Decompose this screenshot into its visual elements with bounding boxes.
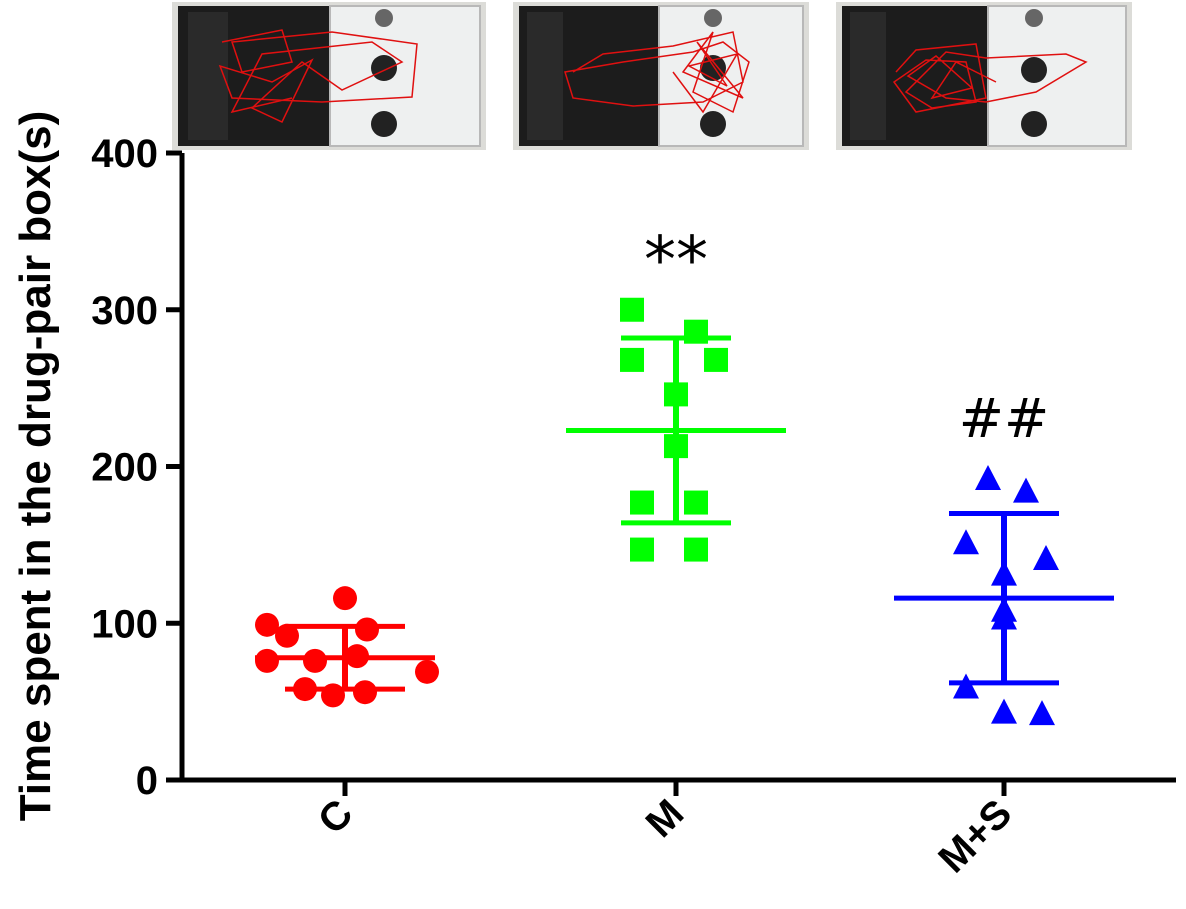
data-point: [664, 382, 688, 407]
y-tick-label: 400: [91, 132, 158, 176]
y-tick-label: 200: [91, 446, 158, 490]
group-mpluss: ##: [894, 387, 1114, 726]
data-point: [991, 604, 1017, 630]
data-point: [684, 537, 708, 562]
data-point: [255, 612, 279, 637]
data-point: [664, 434, 688, 459]
data-point: [953, 673, 979, 699]
data-point: [620, 297, 644, 322]
data-point: [975, 465, 1001, 491]
x-tick-label: M+S: [930, 791, 1020, 881]
y-tick-label: 100: [91, 602, 158, 646]
data-point: [953, 529, 979, 555]
data-point: [684, 490, 708, 515]
group-m: **: [566, 224, 786, 562]
photo-ms-trajectory-icon: [836, 2, 1132, 150]
data-point: [415, 659, 439, 684]
x-tick-label: C: [310, 791, 362, 843]
data-point: [684, 319, 708, 344]
data-point: [1029, 700, 1055, 726]
significance-annotation: ##: [959, 387, 1050, 450]
photo-c-trajectory-icon: [172, 2, 486, 150]
data-point: [333, 586, 357, 611]
data-point: [293, 677, 317, 702]
data-point: [630, 537, 654, 562]
y-axis-label: Time spent in the drug-pair box(s): [11, 111, 60, 822]
data-point: [303, 648, 327, 673]
data-groups: ** ##: [255, 224, 1114, 726]
x-axis-ticks: C M M+S: [310, 780, 1020, 881]
data-point: [255, 648, 279, 673]
data-point: [991, 698, 1017, 724]
data-point: [355, 617, 379, 642]
y-axis-ticks: 0 100 200 300 400: [91, 132, 182, 803]
data-point: [275, 623, 299, 648]
data-point: [1013, 477, 1039, 503]
data-point: [1033, 544, 1059, 570]
data-point: [620, 347, 644, 372]
data-point: [704, 347, 728, 372]
data-point: [991, 560, 1017, 586]
photo-m-trajectory-icon: [513, 2, 809, 150]
data-point: [630, 490, 654, 515]
data-point: [345, 644, 369, 669]
data-point: [321, 683, 345, 708]
group-c: [255, 586, 439, 708]
significance-annotation: **: [644, 224, 708, 298]
y-tick-label: 0: [136, 759, 158, 803]
x-tick-label: M: [638, 791, 693, 846]
data-point: [353, 680, 377, 705]
y-tick-label: 300: [91, 289, 158, 333]
